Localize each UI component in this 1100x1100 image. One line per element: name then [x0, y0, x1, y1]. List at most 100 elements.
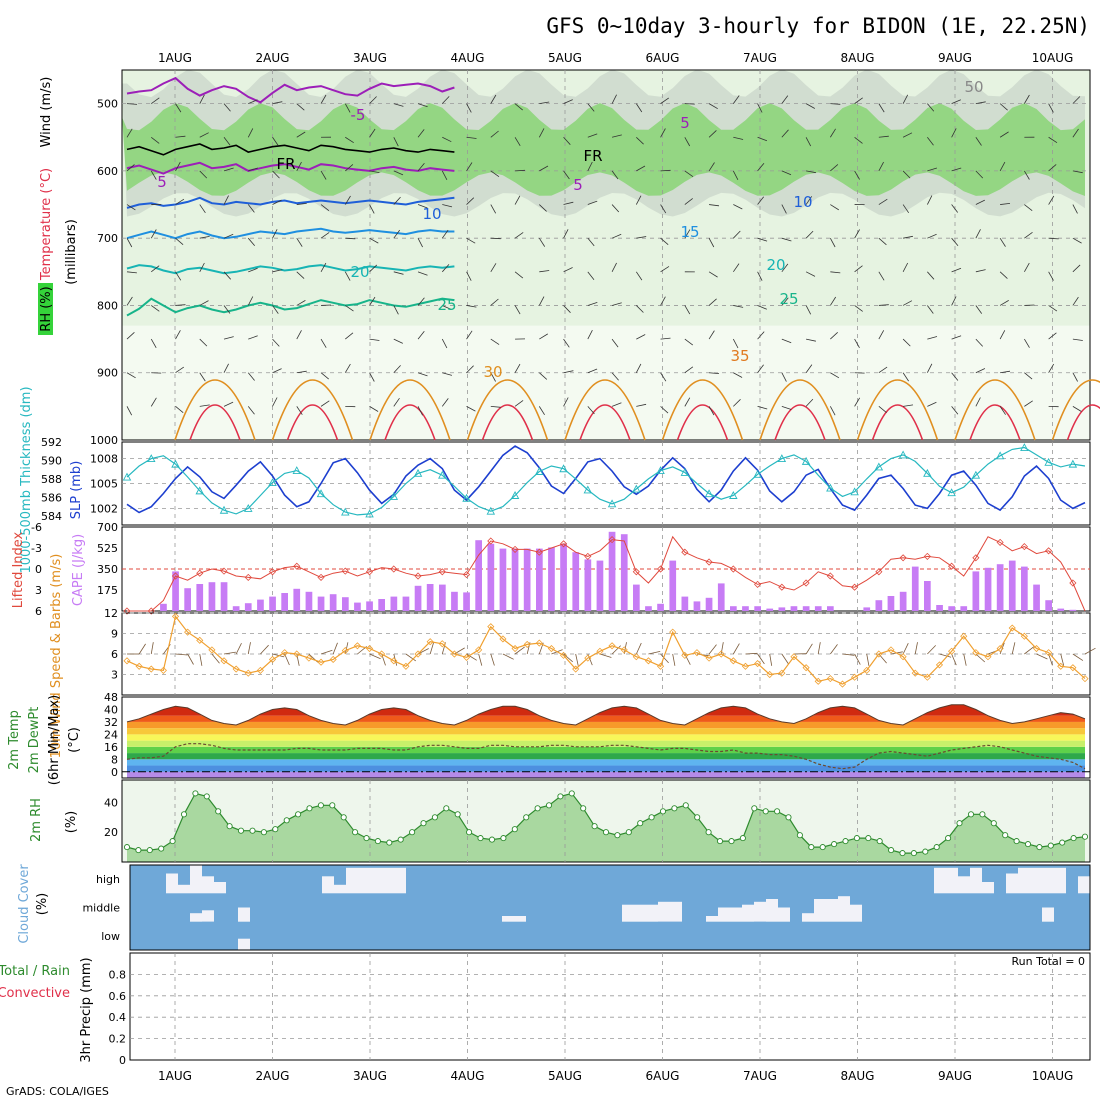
- thickness-point: [244, 503, 253, 512]
- wind-speed-point: [948, 647, 956, 655]
- wind-barb: [757, 271, 763, 281]
- wind-barb: [975, 170, 984, 179]
- wind-barb: [1024, 231, 1033, 239]
- cape-bar: [184, 588, 191, 611]
- wind-barb: [490, 130, 499, 138]
- date-label-top: 5AUG: [548, 51, 582, 65]
- lifted-index-point: [1020, 543, 1028, 551]
- rh-point: [785, 814, 792, 821]
- cape-bar: [232, 606, 240, 611]
- wind-barb: [1048, 195, 1055, 205]
- wind-barb: [757, 237, 768, 242]
- wind-barb-10m: [1060, 653, 1065, 666]
- wind-barb: [248, 167, 258, 172]
- thickness-point: [898, 450, 908, 459]
- wind-barb: [320, 400, 330, 407]
- rh-point: [352, 829, 359, 836]
- wind-barb: [805, 398, 814, 407]
- wind-barb: [199, 262, 205, 273]
- wind-barb: [296, 103, 305, 111]
- wind-barb: [417, 103, 428, 108]
- wind-speed-point: [1081, 675, 1089, 683]
- wind-barb: [878, 304, 889, 306]
- wind-speed-point: [814, 677, 822, 685]
- wind-speed-point: [244, 669, 252, 677]
- rh-point: [1081, 833, 1089, 840]
- isotherm-35-arc: [369, 379, 451, 441]
- cloud-cell-high: [982, 882, 994, 894]
- wind-barb: [490, 405, 501, 408]
- wind-barb: [344, 103, 351, 113]
- thickness-point: [510, 491, 520, 499]
- date-label-top: 1AUG: [158, 51, 192, 65]
- cape-bar: [475, 540, 482, 611]
- lifted-index-point: [414, 572, 422, 580]
- cloud-cell-high: [1054, 867, 1066, 894]
- wind-barb: [272, 101, 283, 105]
- wind-barb: [223, 195, 229, 205]
- lifted-index-point: [1069, 579, 1077, 587]
- wind-speed-point: [329, 655, 337, 664]
- wind-barb: [805, 271, 816, 277]
- wind-barb: [1024, 338, 1030, 348]
- cloud-cell-high: [358, 867, 370, 894]
- wind-barb: [466, 237, 476, 244]
- wind-barb: [902, 170, 911, 179]
- cape-bar: [584, 559, 592, 611]
- wind-barb: [660, 266, 670, 273]
- contour-label: FR: [276, 155, 295, 173]
- precip-tick: 0.8: [109, 968, 127, 981]
- rh-point: [1047, 842, 1054, 849]
- wind-barb: [563, 397, 569, 407]
- wind-barb: [660, 337, 671, 340]
- isotherm-40-arc: [579, 404, 631, 441]
- contour-label: 25: [779, 290, 798, 308]
- rh-point: [557, 793, 564, 800]
- rh-point: [796, 832, 803, 839]
- wind-barb: [538, 296, 545, 306]
- rh-point: [568, 790, 575, 797]
- wind-barb: [805, 196, 813, 205]
- date-label-bottom: 5AUG: [548, 1069, 582, 1083]
- cloud-cell-low: [238, 938, 250, 950]
- wind-barb: [660, 128, 666, 138]
- cape-bar: [875, 600, 883, 611]
- lifted-index-point: [341, 567, 349, 575]
- wind-speed-tick: 9: [111, 628, 118, 641]
- cloud-cell-high: [214, 882, 226, 894]
- wind-barb: [1024, 400, 1033, 407]
- wind-barb: [126, 204, 136, 211]
- wind-barb-10m: [708, 644, 717, 655]
- contour-label: -5: [351, 106, 366, 124]
- wind-barb: [1072, 264, 1081, 273]
- cape-bar: [390, 596, 398, 611]
- lifted-index-point: [729, 565, 737, 573]
- wind-barb: [538, 406, 545, 416]
- cloud-cell-middle: [838, 896, 850, 922]
- rh-point: [808, 844, 815, 851]
- wind-barb: [393, 305, 399, 315]
- wind-barb: [296, 237, 303, 247]
- lifted-index-point: [996, 538, 1004, 546]
- cloud-frame: [129, 864, 1091, 951]
- wind-barb: [199, 338, 208, 347]
- wind-barb: [296, 131, 306, 138]
- date-label-bottom: 1AUG: [158, 1069, 192, 1083]
- wind-barb: [587, 368, 598, 374]
- wind-barb: [126, 271, 137, 274]
- cape-bar: [669, 560, 677, 611]
- wind-speed-point: [208, 646, 216, 654]
- wind-barb: [393, 229, 401, 239]
- wind-barb: [223, 305, 231, 314]
- wind-speed-point: [511, 644, 519, 653]
- wind-speed-point: [705, 654, 713, 662]
- wind-barb: [636, 403, 647, 407]
- wind-barb: [272, 269, 283, 273]
- rh-point: [454, 811, 461, 818]
- isotherm-35-arc: [954, 379, 1036, 441]
- wind-barb: [1024, 262, 1030, 273]
- wind-barb: [563, 170, 570, 180]
- wind-speed-point: [851, 673, 859, 681]
- wind-barb: [1048, 136, 1058, 144]
